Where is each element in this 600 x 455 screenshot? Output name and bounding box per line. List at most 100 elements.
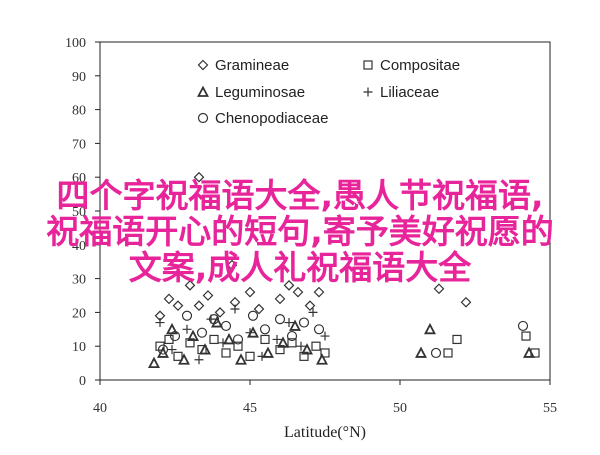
leguminosae-point bbox=[277, 336, 289, 348]
compositae-point bbox=[221, 348, 231, 358]
legend-label-chenopodiaceae: Chenopodiaceae bbox=[215, 110, 328, 127]
legend-label-compositae: Compositae bbox=[380, 57, 460, 74]
gramineae-point bbox=[460, 296, 472, 308]
y-tick-label: 10 bbox=[72, 340, 86, 355]
compositae-point bbox=[311, 341, 321, 351]
leguminosae-point bbox=[157, 346, 169, 358]
liliaceae-point bbox=[194, 355, 204, 365]
y-tick-label: 90 bbox=[72, 70, 86, 85]
liliaceae-point bbox=[230, 304, 240, 314]
y-tick-label: 0 bbox=[79, 374, 86, 389]
chenopodiaceae-point bbox=[232, 334, 244, 345]
gramineae-point bbox=[184, 280, 196, 291]
compositae-point bbox=[209, 334, 219, 345]
x-axis: 40 45 50 55 bbox=[93, 380, 557, 416]
liliaceae-point bbox=[155, 318, 165, 328]
overlay-line-1: 四个字祝福语大全,愚人节祝福语, bbox=[56, 176, 544, 215]
data-points bbox=[148, 171, 540, 369]
x-axis-title: Latitude(°N) bbox=[284, 424, 366, 441]
chenopodiaceae-point bbox=[208, 314, 220, 325]
compositae-point bbox=[260, 334, 270, 345]
y-tick-label: 50 bbox=[72, 205, 86, 220]
legend-label-gramineae: Gramineae bbox=[215, 57, 289, 74]
compositae-point bbox=[155, 341, 165, 351]
liliaceae-point bbox=[320, 331, 330, 341]
compositae-point bbox=[287, 338, 297, 348]
liliaceae-point bbox=[257, 351, 267, 361]
y-tick-label: 80 bbox=[72, 104, 86, 119]
liliaceae-point bbox=[284, 318, 294, 328]
chenopodiaceae-point bbox=[430, 347, 442, 359]
leguminosae-legend-marker bbox=[197, 85, 209, 97]
legend: Gramineae Compositae Leguminosae Liliaceae C… bbox=[197, 57, 460, 127]
leguminosae-point bbox=[523, 346, 535, 358]
chenopodiaceae-point bbox=[220, 320, 232, 332]
gramineae-point bbox=[283, 280, 295, 291]
chenopodiaceae-point bbox=[169, 330, 181, 342]
leguminosae-point bbox=[187, 329, 199, 341]
gramineae-point bbox=[244, 286, 256, 298]
gramineae-point bbox=[163, 293, 175, 305]
y-tick-label: 60 bbox=[72, 171, 86, 186]
y-tick-label: 100 bbox=[65, 36, 86, 51]
x-tick-label: 55 bbox=[543, 401, 557, 416]
y-tick-label: 30 bbox=[72, 273, 86, 288]
compositae-point bbox=[452, 334, 462, 345]
leguminosae-point bbox=[235, 353, 247, 365]
leguminosae-point bbox=[211, 316, 223, 328]
liliaceae-point bbox=[272, 334, 282, 344]
leguminosae-point bbox=[316, 353, 328, 365]
chenopodiaceae-point bbox=[298, 317, 310, 328]
compositae-point bbox=[320, 348, 330, 358]
chenopodiaceae-point bbox=[313, 324, 325, 335]
gramineae-point bbox=[292, 286, 304, 298]
chenopodiaceae-point bbox=[196, 327, 208, 338]
compositae-point bbox=[245, 351, 255, 361]
chenopodiaceae-point bbox=[259, 324, 271, 335]
leguminosae-point bbox=[166, 322, 178, 335]
compositae-point bbox=[164, 334, 174, 345]
liliaceae-point bbox=[308, 307, 318, 317]
liliaceae-legend-marker bbox=[363, 87, 373, 97]
y-tick-label: 20 bbox=[72, 306, 86, 321]
gramineae-point bbox=[226, 259, 238, 271]
compositae-point bbox=[443, 348, 453, 358]
legend-label-leguminosae: Leguminosae bbox=[215, 84, 305, 101]
gramineae-point bbox=[433, 283, 445, 295]
leguminosae-point bbox=[289, 319, 301, 331]
overlay-caption: 四个字祝福语大全,愚人节祝福语, 祝福语开心的短句,寄予美好祝愿的 文案,成人礼… bbox=[20, 178, 580, 286]
compositae-point bbox=[521, 331, 531, 341]
leguminosae-point bbox=[262, 346, 274, 358]
overlay-line-2: 祝福语开心的短句,寄予美好祝愿的 bbox=[46, 212, 554, 251]
liliaceae-point bbox=[245, 328, 255, 338]
leguminosae-point bbox=[223, 333, 235, 345]
y-tick-label: 70 bbox=[72, 137, 86, 152]
gramineae-legend-marker bbox=[197, 59, 209, 71]
legend-label-liliaceae: Liliaceae bbox=[380, 84, 439, 101]
x-tick-label: 50 bbox=[393, 401, 407, 416]
gramineae-point bbox=[253, 303, 265, 315]
chenopodiaceae-point bbox=[286, 330, 298, 342]
x-tick-label: 40 bbox=[93, 401, 107, 416]
gramineae-point bbox=[193, 171, 205, 183]
gramineae-point bbox=[202, 290, 214, 301]
liliaceae-point bbox=[218, 338, 228, 348]
chenopodiaceae-point bbox=[247, 310, 259, 321]
liliaceae-point bbox=[167, 345, 177, 355]
chenopodiaceae-point bbox=[517, 320, 529, 332]
gramineae-point bbox=[313, 286, 325, 298]
y-axis: 0 10 20 30 40 50 60 70 80 90 100 bbox=[65, 36, 100, 389]
compositae-point bbox=[233, 341, 243, 351]
gramineae-point bbox=[274, 293, 286, 305]
leguminosae-point bbox=[199, 343, 211, 355]
compositae-point bbox=[173, 351, 183, 361]
leguminosae-point bbox=[415, 346, 427, 358]
plot-area bbox=[99, 41, 551, 381]
chenopodiaceae-point bbox=[157, 344, 169, 355]
liliaceae-point bbox=[182, 324, 192, 334]
leguminosae-point bbox=[424, 322, 436, 335]
gramineae-point bbox=[193, 300, 205, 311]
chenopodiaceae-point bbox=[274, 314, 286, 325]
gramineae-point bbox=[214, 307, 226, 318]
